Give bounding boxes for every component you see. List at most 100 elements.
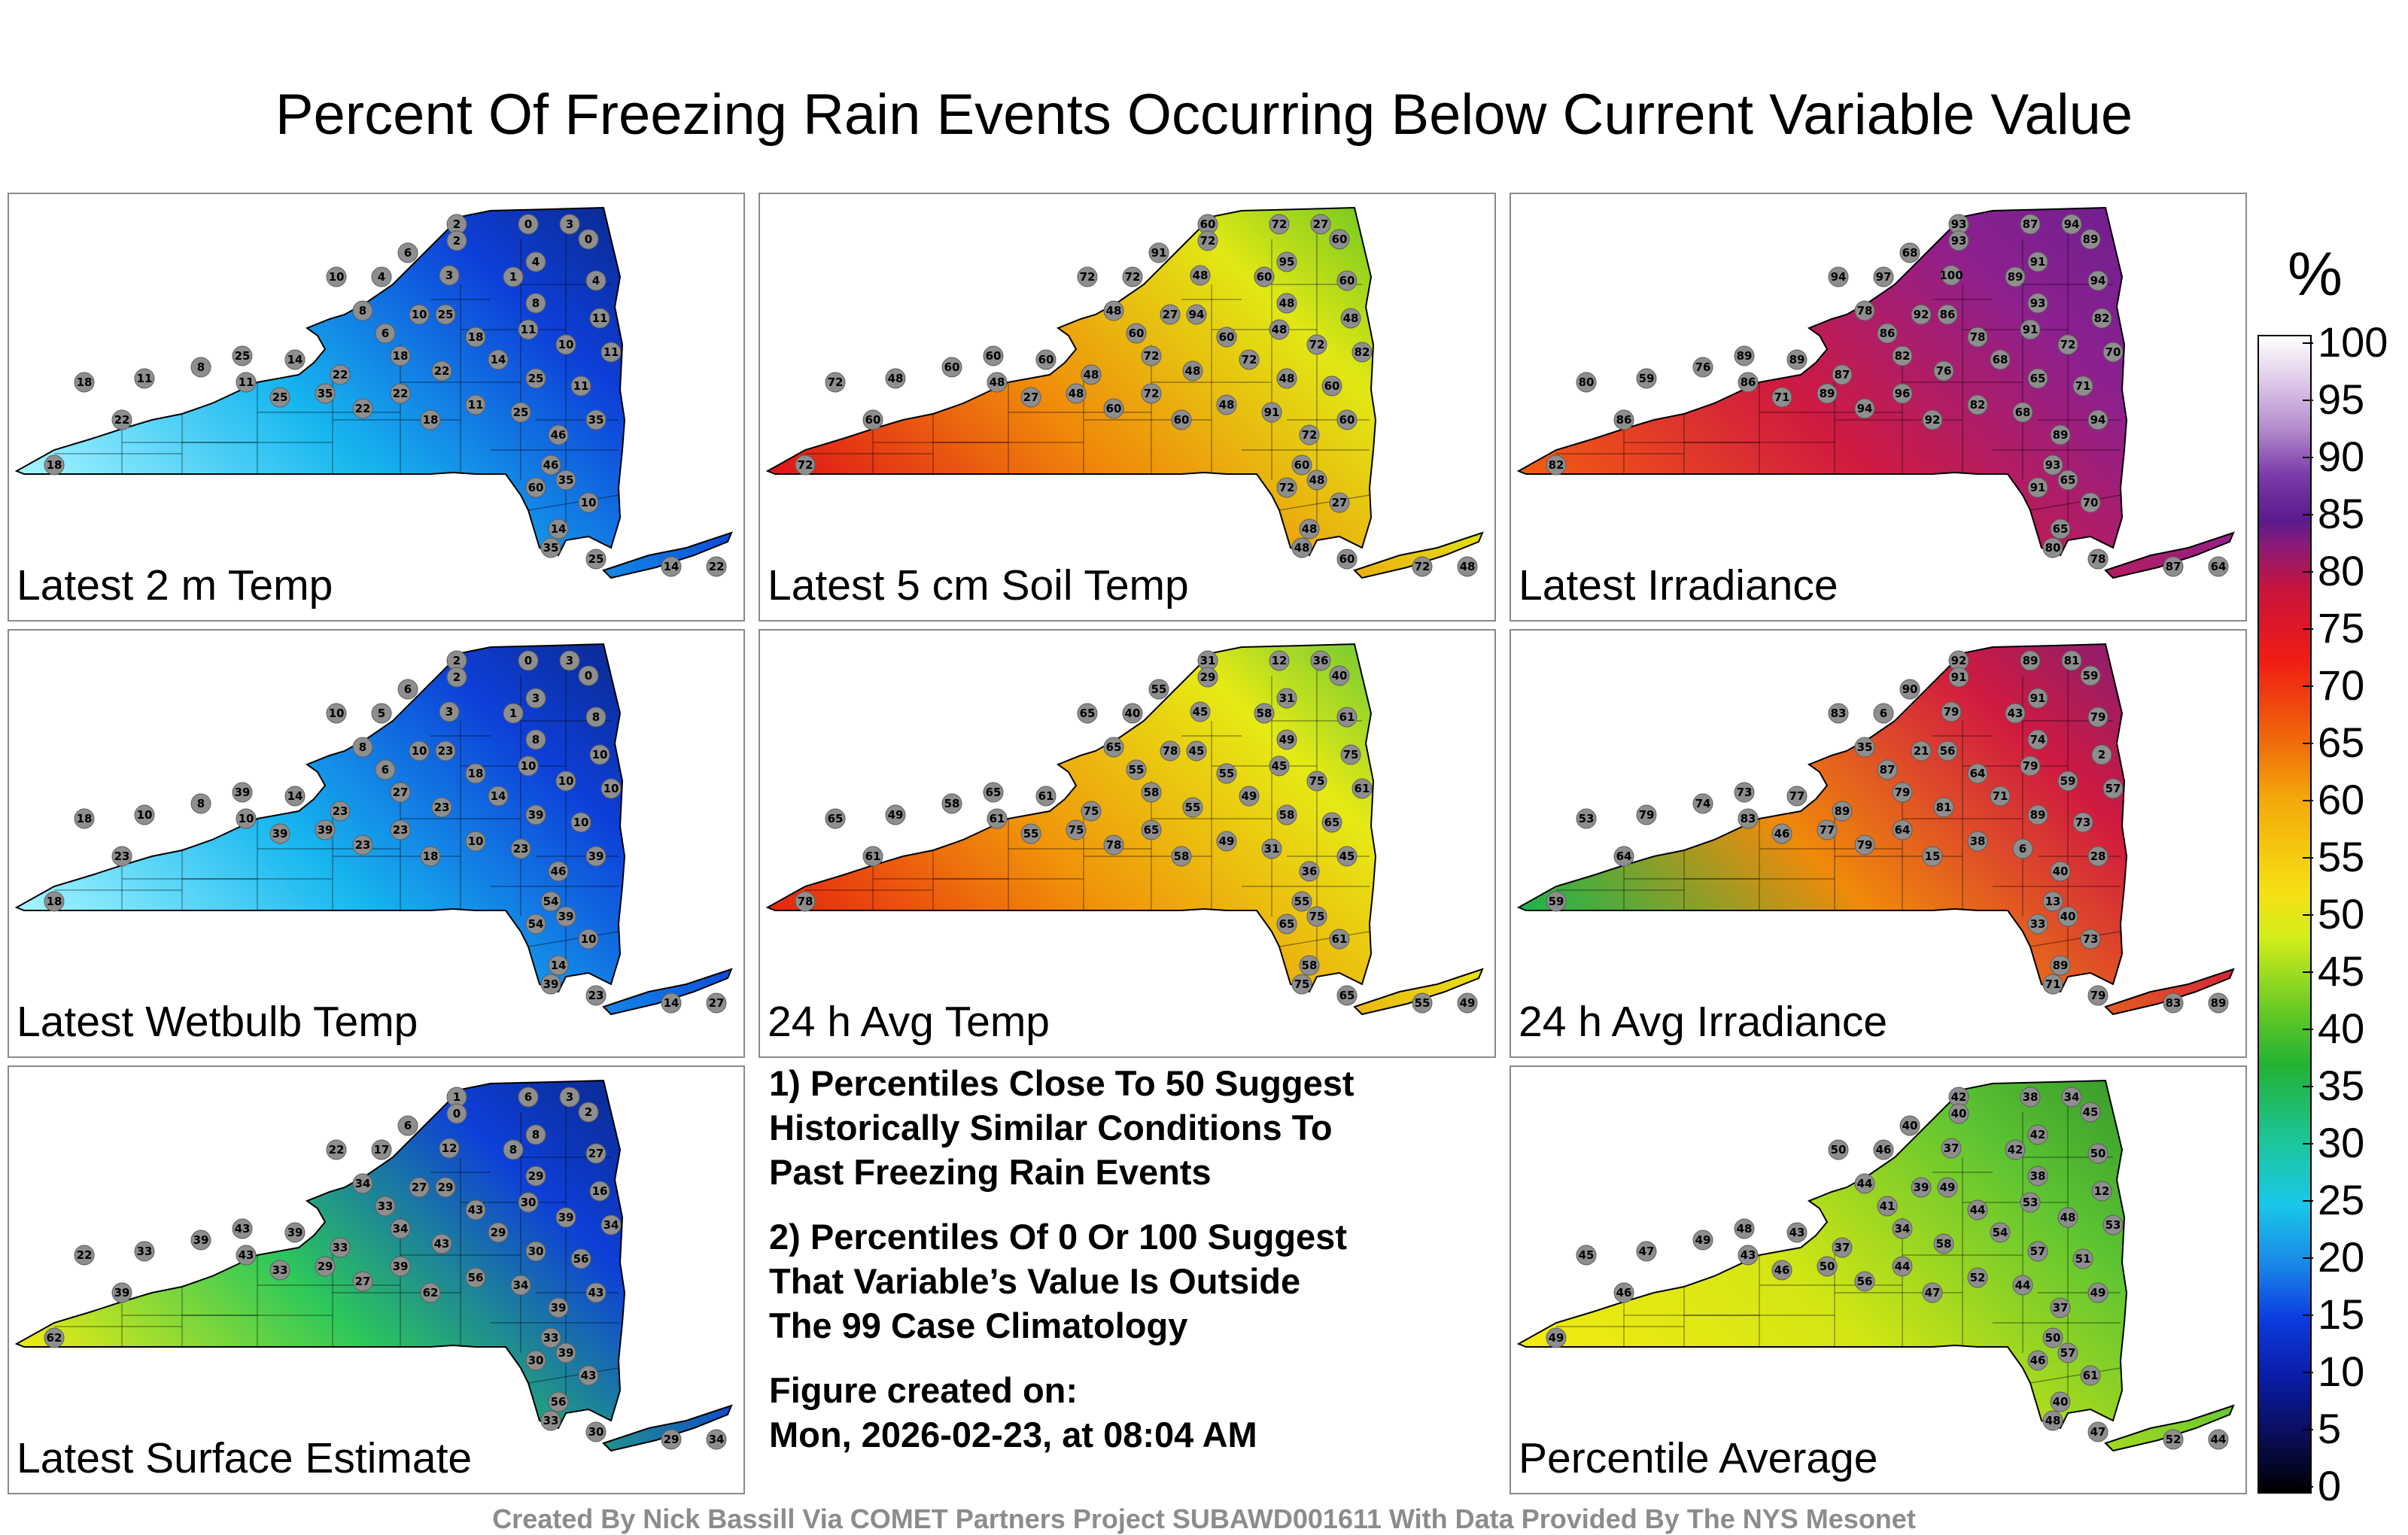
station-marker — [1141, 383, 1162, 404]
station-marker — [578, 929, 599, 950]
station-marker — [1613, 409, 1634, 430]
station-value: 11 — [468, 398, 484, 412]
station-value: 39 — [318, 823, 333, 837]
station-value: 86 — [1940, 308, 1956, 321]
station-value: 91 — [1951, 670, 1967, 684]
station-value: 50 — [2045, 1331, 2061, 1345]
station-value: 56 — [1857, 1275, 1873, 1288]
station-value: 2 — [453, 670, 461, 684]
station-value: 72 — [1302, 428, 1318, 442]
note-line: The 99 Case Climatology — [769, 1306, 1188, 1345]
station-marker — [397, 242, 418, 263]
state-border — [1516, 206, 2128, 557]
station-value: 72 — [1279, 481, 1295, 494]
state-border — [1516, 643, 2128, 993]
station-marker — [2102, 778, 2124, 799]
county-line — [2029, 931, 2121, 947]
station-value: 10 — [558, 338, 574, 351]
station-value: 46 — [1774, 1263, 1790, 1277]
station-value: 48 — [1294, 541, 1310, 555]
station-value: 34 — [513, 1278, 529, 1292]
colorbar-tick-mark — [2303, 514, 2313, 515]
station-marker — [1336, 409, 1358, 430]
station-value: 65 — [1279, 917, 1295, 931]
station-value: 79 — [1895, 786, 1911, 799]
station-value: 74 — [1695, 797, 1711, 810]
station-marker — [1892, 819, 1913, 840]
station-marker — [1190, 265, 1211, 286]
credit-line: Created By Nick Bassill Via COMET Partne… — [492, 1503, 1916, 1534]
station-value: 18 — [423, 850, 439, 863]
station-marker — [555, 470, 576, 491]
station-value: 45 — [1579, 1248, 1595, 1262]
station-marker — [330, 1237, 351, 1258]
station-marker — [1340, 744, 1361, 765]
station-value: 65 — [828, 812, 844, 825]
station-value: 35 — [543, 541, 559, 555]
station-marker — [2050, 424, 2071, 445]
station-value: 77 — [1789, 789, 1805, 803]
station-marker — [1911, 304, 1932, 325]
station-marker — [1990, 1222, 2011, 1243]
station-value: 49 — [1242, 789, 1257, 803]
state-fill — [1519, 1081, 2233, 1451]
station-value: 39 — [193, 1233, 209, 1247]
station-value: 44 — [2015, 1278, 2031, 1292]
station-marker — [1738, 808, 1759, 829]
station-marker — [409, 304, 430, 325]
station-value: 11 — [604, 345, 619, 359]
station-marker — [397, 1115, 418, 1136]
station-value: 14 — [491, 789, 506, 803]
station-value: 36 — [1313, 654, 1329, 667]
station-marker — [2027, 913, 2048, 935]
station-value: 64 — [1970, 767, 1986, 780]
station-value: 60 — [944, 360, 960, 374]
note-line: Historically Similar Conditions To — [769, 1108, 1333, 1147]
station-marker — [1160, 740, 1181, 761]
station-marker — [352, 737, 373, 758]
station-value: 48 — [2045, 1414, 2061, 1427]
station-value: 27 — [412, 1181, 427, 1194]
station-marker — [2027, 1166, 2048, 1187]
station-marker — [371, 266, 392, 287]
station-value: 6 — [382, 327, 389, 340]
station-marker — [390, 782, 411, 803]
station-marker — [2027, 1350, 2048, 1371]
station-marker — [1892, 1218, 1913, 1239]
station-marker — [134, 1241, 155, 1262]
station-marker — [439, 1138, 460, 1159]
station-value: 49 — [1695, 1233, 1711, 1247]
station-value: 72 — [798, 458, 813, 472]
station-value: 54 — [1993, 1226, 2008, 1239]
colorbar-tick-mark — [2303, 971, 2313, 973]
station-value: 1 — [509, 707, 517, 720]
station-value: 46 — [1616, 1286, 1632, 1299]
station-value: 65 — [1324, 816, 1340, 829]
colorbar-tick-mark — [2303, 1486, 2313, 1488]
station-value: 40 — [2053, 865, 2069, 878]
station-marker — [540, 974, 561, 995]
station-marker — [2057, 906, 2078, 927]
station-marker — [326, 266, 347, 287]
station-value: 45 — [1193, 705, 1209, 719]
station-value: 81 — [2064, 654, 2080, 667]
station-marker — [1832, 364, 1853, 385]
station-marker — [585, 846, 607, 867]
station-value: 43 — [581, 1369, 597, 1382]
state-fill — [1519, 644, 2233, 1014]
station-value: 41 — [1880, 1199, 1896, 1213]
station-value: 6 — [404, 682, 412, 696]
station-marker — [570, 1248, 591, 1269]
station-marker — [2080, 929, 2101, 950]
station-marker — [2027, 1241, 2048, 1262]
station-value: 83 — [2166, 996, 2181, 1010]
station-marker — [111, 1282, 132, 1303]
station-marker — [1336, 985, 1358, 1006]
station-value: 45 — [1189, 744, 1205, 758]
station-value: 89 — [1789, 353, 1805, 366]
station-value: 50 — [1820, 1260, 1835, 1273]
station-value: 58 — [1257, 707, 1272, 720]
station-marker — [1239, 349, 1260, 370]
station-marker — [1160, 304, 1181, 325]
station-value: 22 — [77, 1248, 93, 1262]
